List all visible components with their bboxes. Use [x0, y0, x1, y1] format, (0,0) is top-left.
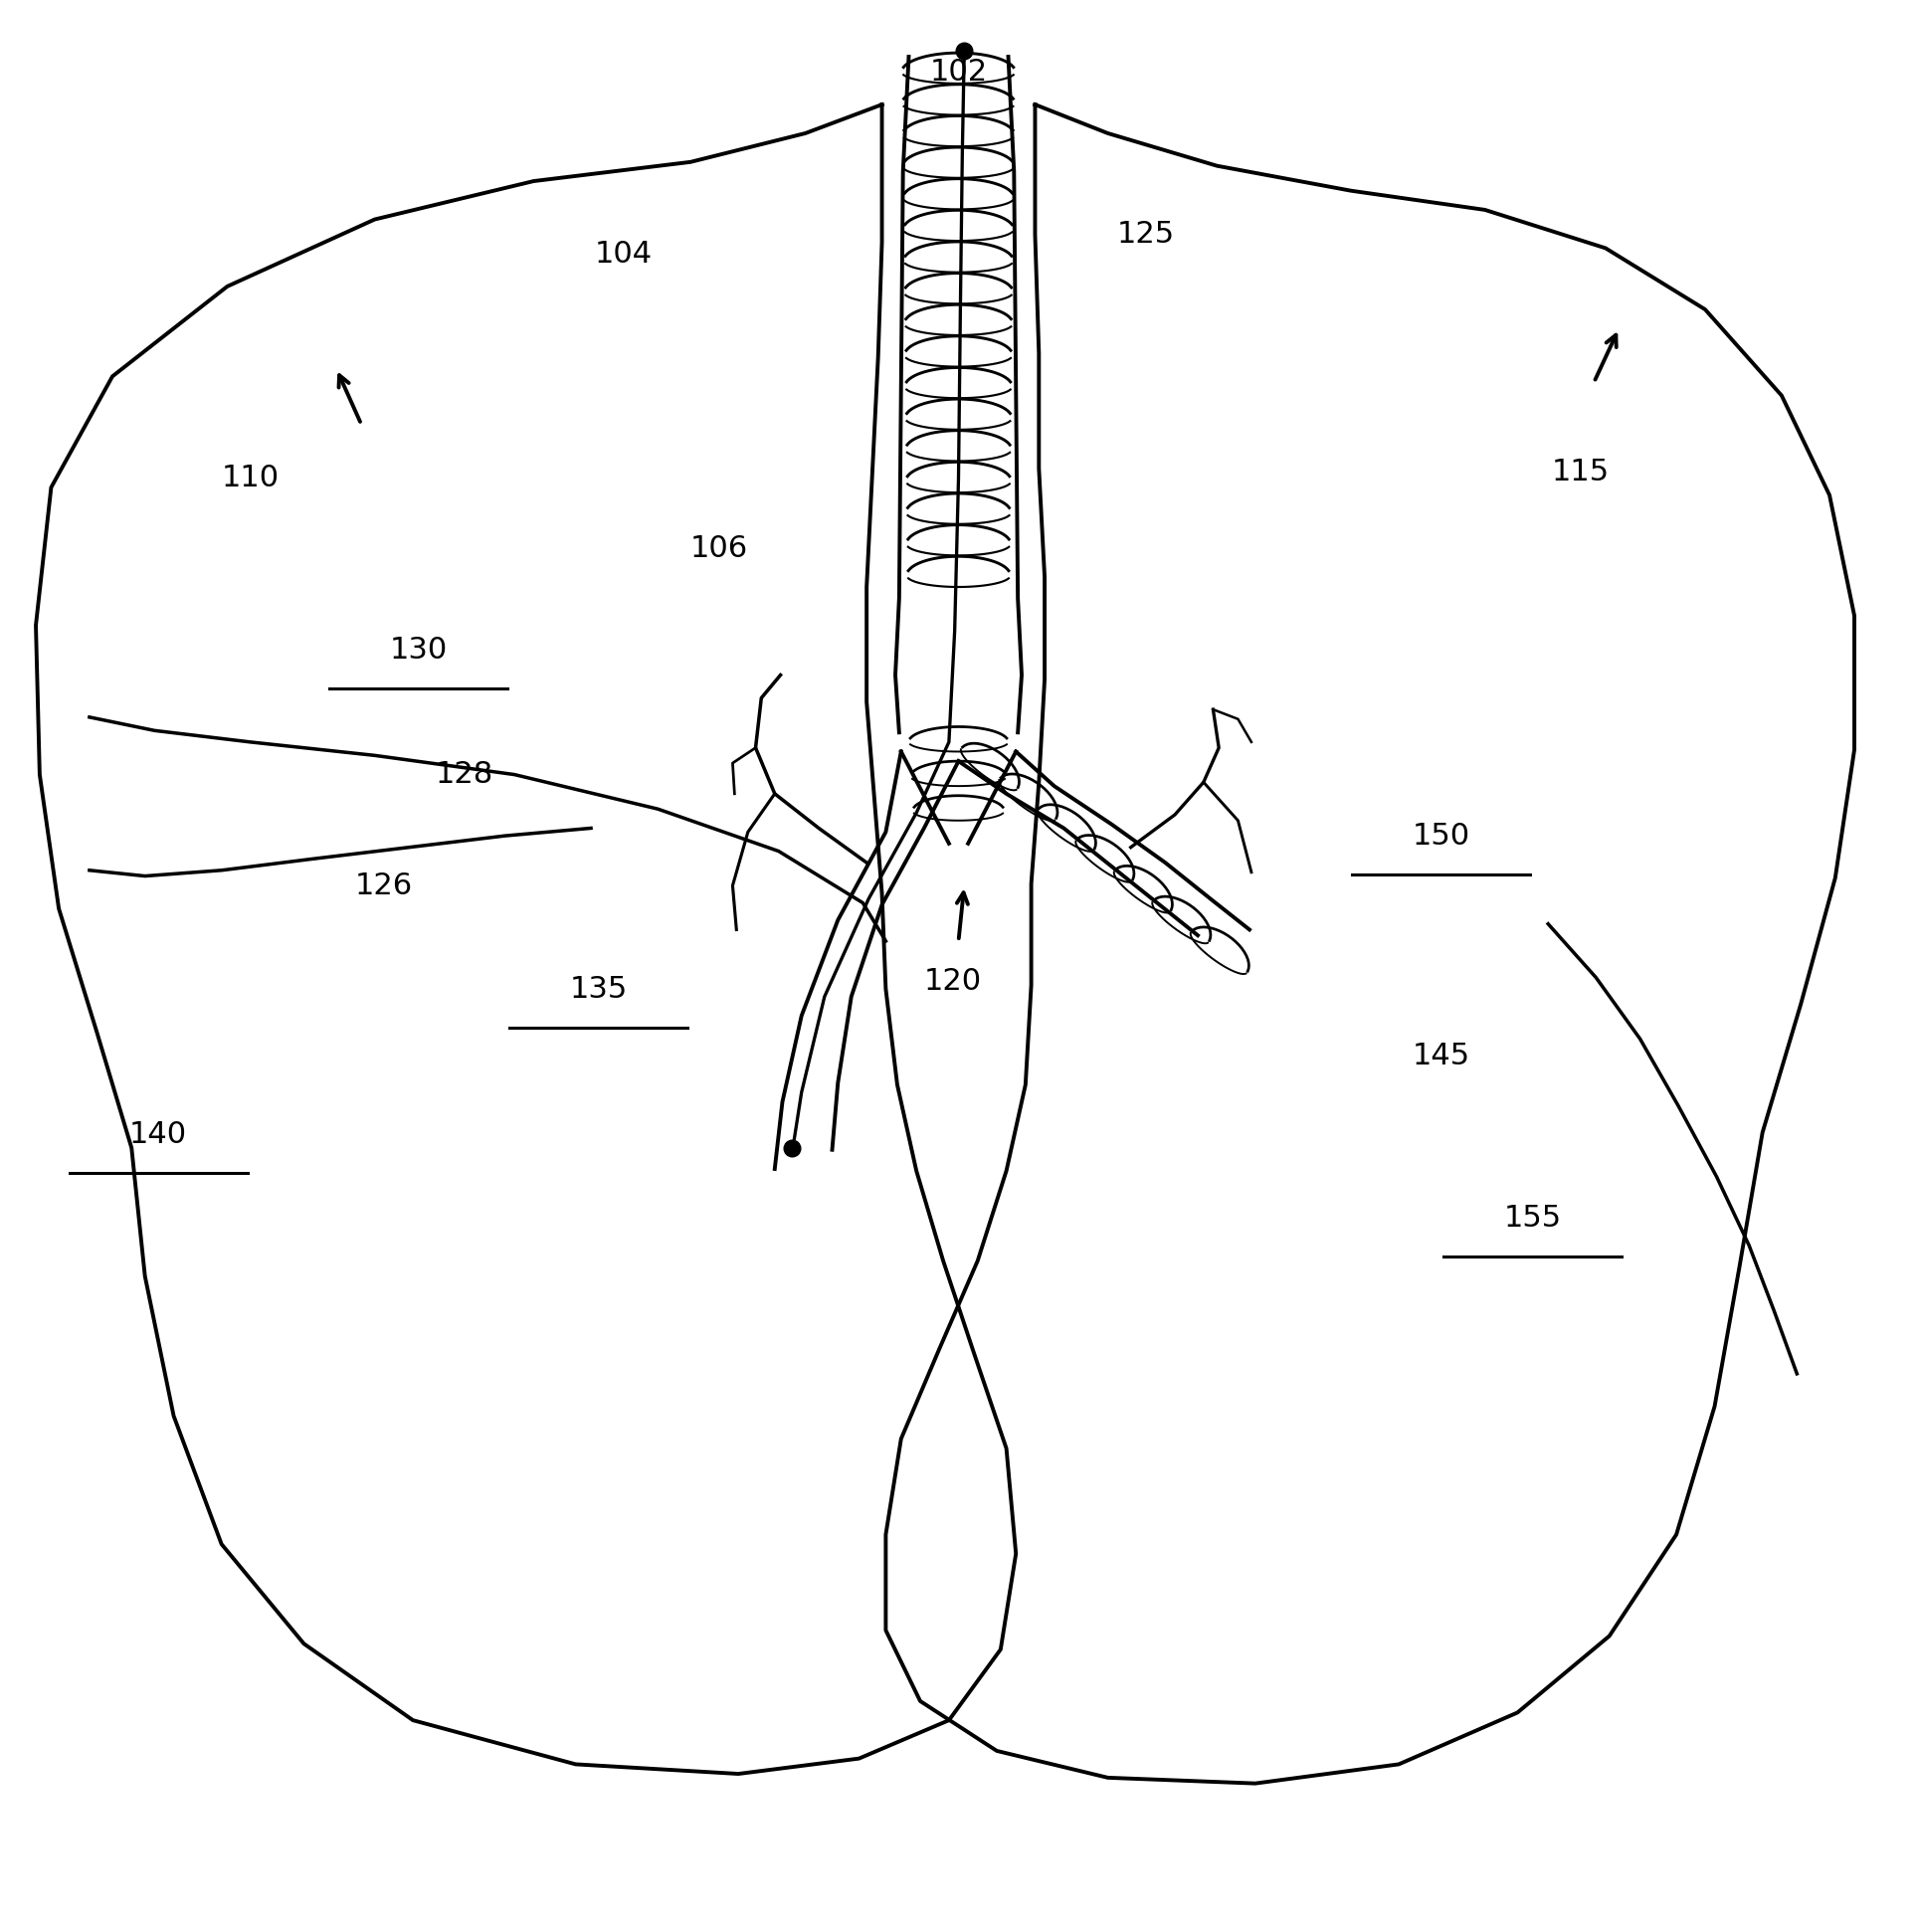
- Text: 155: 155: [1503, 1204, 1562, 1233]
- Text: 145: 145: [1413, 1041, 1470, 1070]
- Text: 130: 130: [389, 636, 449, 665]
- Text: 110: 110: [220, 464, 280, 493]
- Text: 104: 104: [594, 240, 652, 269]
- Text: 102: 102: [930, 58, 987, 87]
- Text: 106: 106: [690, 535, 748, 562]
- Text: 135: 135: [569, 974, 627, 1003]
- Text: 125: 125: [1118, 220, 1175, 249]
- Text: 126: 126: [355, 871, 414, 900]
- Text: 115: 115: [1551, 458, 1610, 487]
- Text: 150: 150: [1413, 821, 1470, 850]
- Text: 140: 140: [130, 1121, 188, 1150]
- Text: 120: 120: [924, 966, 982, 995]
- Text: 128: 128: [435, 759, 493, 788]
